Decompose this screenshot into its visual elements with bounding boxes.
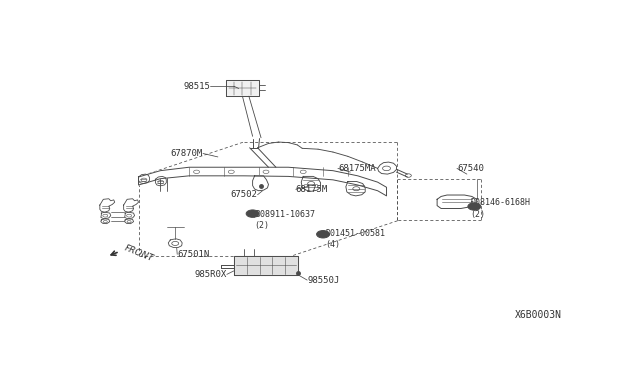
- Text: Ð01451-00581
(4): Ð01451-00581 (4): [325, 229, 385, 249]
- Text: Ð08911-10637
(2): Ð08911-10637 (2): [255, 210, 315, 230]
- Polygon shape: [437, 195, 477, 208]
- Text: Ð08146-6168H
(2): Ð08146-6168H (2): [470, 198, 530, 218]
- Text: 68175MA: 68175MA: [338, 164, 376, 173]
- Text: FRONT: FRONT: [123, 243, 154, 263]
- Polygon shape: [156, 176, 166, 186]
- Text: X6B0003N: X6B0003N: [515, 310, 562, 320]
- Text: N: N: [472, 204, 477, 209]
- Text: 98515: 98515: [183, 82, 210, 91]
- Text: N: N: [321, 232, 325, 237]
- Polygon shape: [168, 239, 182, 247]
- Polygon shape: [346, 182, 365, 196]
- Text: 98550J: 98550J: [307, 276, 339, 285]
- Polygon shape: [227, 80, 259, 96]
- Text: 68175M: 68175M: [296, 185, 328, 194]
- Polygon shape: [253, 176, 269, 191]
- Circle shape: [246, 210, 259, 217]
- Polygon shape: [138, 167, 387, 196]
- Text: 67540: 67540: [457, 164, 484, 173]
- Text: N: N: [250, 211, 255, 216]
- Text: 67502: 67502: [230, 190, 257, 199]
- Circle shape: [468, 203, 481, 210]
- Polygon shape: [138, 174, 150, 183]
- Polygon shape: [378, 162, 396, 174]
- Polygon shape: [234, 256, 298, 275]
- Text: 67501N: 67501N: [177, 250, 209, 259]
- Text: 67870M: 67870M: [171, 149, 203, 158]
- Text: 985R0X: 985R0X: [195, 270, 227, 279]
- Circle shape: [317, 231, 330, 238]
- Polygon shape: [301, 176, 321, 191]
